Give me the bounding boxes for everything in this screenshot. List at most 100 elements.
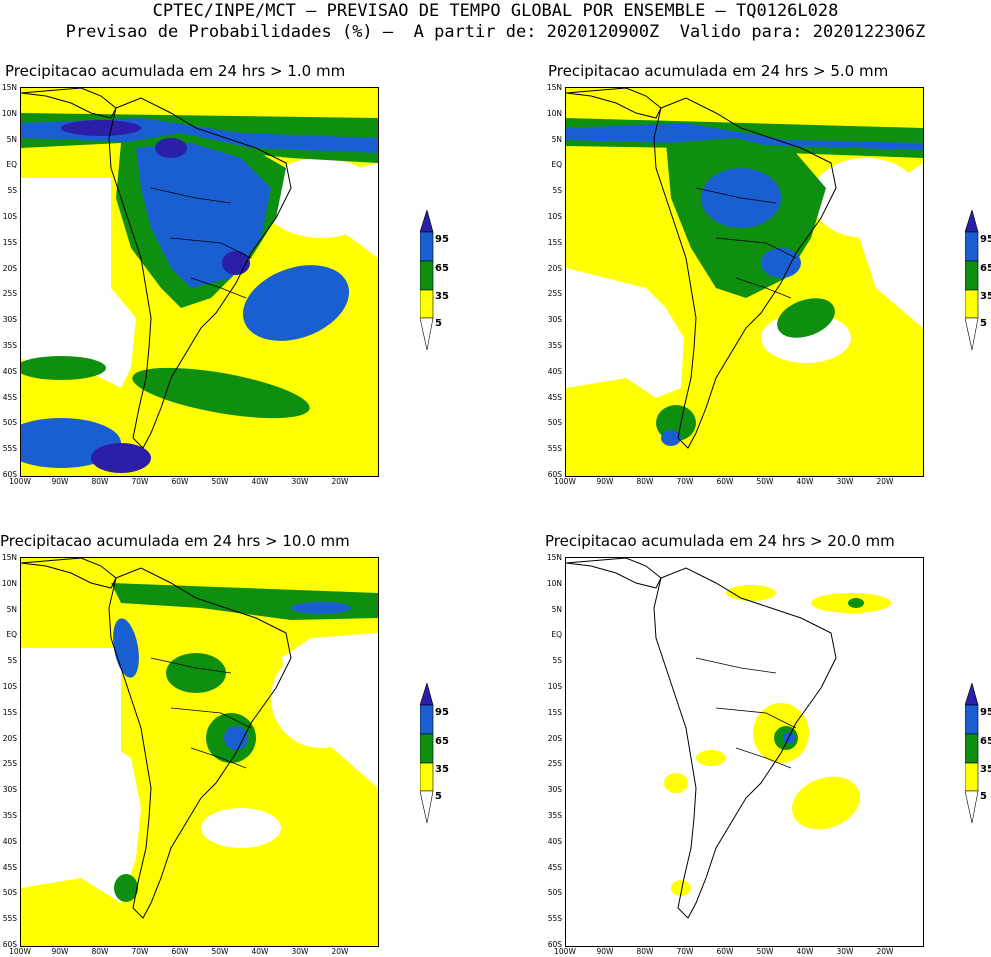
header-line-2: Previsao de Probabilidades (%) – A parti… (65, 22, 926, 42)
latitude-tick-label: 20S (547, 263, 562, 273)
longitude-tick-label: 100W (9, 477, 31, 486)
longitude-tick-label: 100W (9, 947, 31, 956)
latitude-tick-label: 45S (2, 392, 17, 402)
longitude-tick-label: 30W (291, 477, 309, 486)
latitude-tick-label: 50S (2, 888, 17, 898)
latitude-tick-label: 5N (551, 134, 562, 144)
latitude-tick-label: 15S (547, 707, 562, 717)
longitude-tick-label: 80W (636, 947, 654, 956)
longitude-tick-label: 90W (596, 477, 614, 486)
latitude-tick-label: 25S (547, 289, 562, 299)
panel-title-4: Precipitacao acumulada em 24 hrs > 20.0 … (545, 532, 895, 550)
latitude-tick-label: 10S (2, 682, 17, 691)
probability-map-panel-1 (20, 87, 379, 477)
longitude-tick-label: 60W (171, 477, 189, 486)
latitude-tick-label: 45S (547, 862, 562, 872)
latitude-tick-label: 15N (1, 553, 17, 562)
latitude-tick-label: 25S (547, 759, 562, 769)
latitude-tick-label: 35S (2, 811, 17, 820)
latitude-tick-label: 15S (547, 237, 562, 247)
panel-title-2: Precipitacao acumulada em 24 hrs > 5.0 m… (548, 62, 889, 80)
latitude-tick-label: 5N (551, 604, 562, 614)
longitude-tick-label: 90W (51, 477, 69, 486)
legend-level-label: 65 (435, 736, 449, 747)
latitude-tick-label: 60S (547, 470, 562, 479)
probability-map-panel-3 (20, 557, 379, 947)
latitude-tick-label: 5N (6, 134, 17, 144)
latitude-tick-label: 50S (547, 418, 562, 428)
latitude-tick-label: 35S (547, 341, 562, 350)
latitude-tick-label: 30S (547, 785, 562, 795)
latitude-tick-label: 5S (7, 186, 17, 196)
longitude-tick-label: 30W (836, 947, 854, 956)
latitude-tick-label: 60S (2, 470, 17, 479)
latitude-tick-label: 10S (547, 212, 562, 221)
latitude-tick-label: 15N (546, 83, 562, 92)
longitude-tick-label: 70W (676, 477, 694, 486)
probability-map-panel-4 (565, 557, 924, 947)
latitude-tick-label: 15N (546, 553, 562, 562)
legend-level-label: 5 (980, 318, 987, 329)
longitude-tick-label: 60W (716, 947, 734, 956)
legend-level-label: 35 (980, 764, 991, 775)
color-legend-4 (964, 681, 979, 832)
latitude-tick-label: 55S (547, 444, 562, 454)
longitude-tick-label: 90W (596, 947, 614, 956)
latitude-tick-label: 20S (2, 263, 17, 273)
latitude-tick-label: 60S (2, 940, 17, 949)
longitude-tick-label: 100W (554, 947, 576, 956)
latitude-tick-label: 55S (2, 444, 17, 454)
latitude-tick-label: 30S (2, 785, 17, 795)
latitude-tick-label: 5S (7, 656, 17, 666)
latitude-tick-label: 40S (547, 836, 562, 846)
latitude-tick-label: 5S (552, 656, 562, 666)
panel-title-1: Precipitacao acumulada em 24 hrs > 1.0 m… (5, 62, 346, 80)
longitude-tick-label: 90W (51, 947, 69, 956)
latitude-tick-label: 10N (546, 108, 562, 118)
latitude-tick-label: 55S (2, 914, 17, 924)
latitude-tick-label: 20S (2, 733, 17, 743)
legend-level-label: 65 (980, 263, 991, 274)
latitude-tick-label: 10S (2, 212, 17, 221)
latitude-tick-label: 25S (2, 289, 17, 299)
latitude-tick-label: 5S (552, 186, 562, 196)
longitude-tick-label: 100W (554, 477, 576, 486)
legend-level-label: 35 (435, 291, 449, 302)
latitude-tick-label: 40S (2, 366, 17, 376)
header-line-1: CPTEC/INPE/MCT – PREVISAO DE TEMPO GLOBA… (152, 1, 839, 21)
latitude-tick-label: 40S (2, 836, 17, 846)
legend-level-label: 65 (435, 263, 449, 274)
color-legend-2 (964, 208, 979, 359)
latitude-tick-label: EQ (551, 160, 562, 170)
legend-level-label: 65 (980, 736, 991, 747)
longitude-tick-label: 80W (91, 477, 109, 486)
longitude-tick-label: 20W (331, 947, 349, 956)
latitude-tick-label: 50S (2, 418, 17, 428)
latitude-tick-label: 50S (547, 888, 562, 898)
latitude-tick-label: 15S (2, 237, 17, 247)
latitude-tick-label: EQ (6, 630, 17, 640)
latitude-tick-label: 40S (547, 366, 562, 376)
legend-level-label: 95 (980, 707, 991, 718)
panel-title-3: Precipitacao acumulada em 24 hrs > 10.0 … (0, 532, 350, 550)
latitude-tick-label: 10N (546, 578, 562, 588)
longitude-tick-label: 50W (756, 947, 774, 956)
legend-level-label: 5 (435, 791, 442, 802)
legend-level-label: 95 (435, 707, 449, 718)
latitude-tick-label: 20S (547, 733, 562, 743)
longitude-tick-label: 70W (131, 477, 149, 486)
longitude-tick-label: 20W (876, 947, 894, 956)
legend-level-label: 35 (980, 291, 991, 302)
longitude-tick-label: 20W (876, 477, 894, 486)
latitude-tick-label: 45S (547, 392, 562, 402)
probability-map-panel-2 (565, 87, 924, 477)
color-legend-1 (419, 208, 434, 359)
longitude-tick-label: 40W (251, 947, 269, 956)
latitude-tick-label: 10S (547, 682, 562, 691)
longitude-tick-label: 70W (131, 947, 149, 956)
longitude-tick-label: 20W (331, 477, 349, 486)
longitude-tick-label: 80W (636, 477, 654, 486)
latitude-tick-label: 15S (2, 707, 17, 717)
latitude-tick-label: 60S (547, 940, 562, 949)
legend-level-label: 5 (435, 318, 442, 329)
